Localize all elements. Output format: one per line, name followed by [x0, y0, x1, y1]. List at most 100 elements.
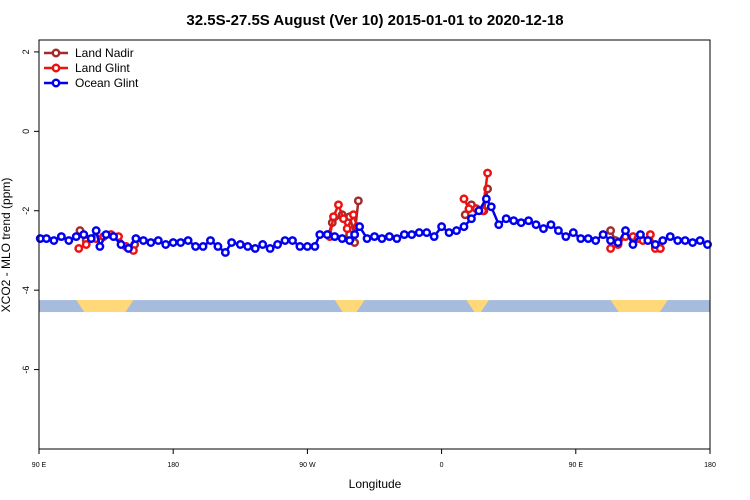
- data-point-ocean-glint: [613, 238, 623, 247]
- data-point-ocean-glint: [486, 202, 496, 212]
- data-point-land-glint: [459, 194, 469, 204]
- data-point-ocean-glint: [576, 234, 586, 243]
- data-point-ocean-glint: [459, 222, 469, 232]
- land-segment: [610, 300, 668, 313]
- data-point-ocean-glint: [131, 234, 141, 243]
- y-axis: 2 0 -2 -4 -6: [21, 49, 39, 374]
- plot-frame: [38, 39, 711, 450]
- data-point-ocean-glint: [250, 244, 260, 253]
- data-point-ocean-glint: [345, 236, 355, 245]
- data-point-ocean-glint: [643, 236, 653, 245]
- data-point-ocean-glint: [330, 232, 340, 242]
- data-point-ocean-glint: [161, 240, 171, 249]
- data-point-ocean-glint: [227, 238, 237, 247]
- data-point-land-glint: [329, 212, 338, 222]
- data-point-ocean-glint: [688, 238, 698, 247]
- data-point-ocean-glint: [665, 232, 675, 242]
- data-point-ocean-glint: [350, 230, 360, 240]
- y-axis-label: XCO2 - MLO trend (ppm): [0, 178, 13, 313]
- data-point-ocean-glint: [243, 242, 253, 251]
- data-point-ocean-glint: [109, 232, 119, 242]
- data-point-land-glint: [348, 210, 358, 220]
- data-point-ocean-glint: [407, 230, 417, 240]
- data-point-land-glint: [334, 200, 343, 210]
- x-axis-label: Longitude: [349, 477, 402, 491]
- data-point-ocean-glint: [206, 236, 215, 245]
- x-tick-label: 90 E: [569, 462, 584, 469]
- data-point-ocean-glint: [176, 238, 186, 247]
- data-point-ocean-glint: [414, 228, 424, 238]
- data-point-ocean-glint: [452, 226, 461, 236]
- data-point-ocean-glint: [265, 244, 275, 253]
- data-point-ocean-glint: [531, 220, 541, 230]
- legend-marker-land-nadir: [51, 48, 61, 58]
- data-point-ocean-glint: [86, 234, 96, 243]
- data-point-ocean-glint: [295, 242, 305, 251]
- data-point-ocean-glint: [362, 234, 372, 243]
- data-point-ocean-glint: [606, 236, 616, 245]
- data-point-ocean-glint: [561, 232, 571, 242]
- data-point-land-glint: [74, 244, 84, 253]
- data-point-ocean-glint: [509, 216, 519, 226]
- data-point-ocean-glint: [591, 236, 601, 245]
- y-tick-label: -4: [21, 286, 31, 294]
- data-point-ocean-glint: [377, 234, 387, 243]
- data-point-ocean-glint: [501, 214, 511, 224]
- data-point-ocean-glint: [437, 222, 447, 232]
- land-segment: [334, 300, 365, 313]
- data-point-ocean-glint: [474, 206, 484, 216]
- data-point-land-nadir: [460, 210, 470, 220]
- data-point-ocean-glint: [56, 232, 66, 242]
- series-line-ocean-glint: [40, 196, 709, 255]
- data-point-ocean-glint: [429, 232, 439, 242]
- data-point-ocean-glint: [680, 236, 690, 245]
- data-point-ocean-glint: [635, 230, 645, 240]
- legend-label-ocean-glint: Ocean Glint: [75, 76, 139, 90]
- data-point-ocean-glint: [422, 228, 432, 238]
- data-point-land-glint: [606, 244, 616, 253]
- data-point-ocean-glint: [546, 220, 556, 230]
- data-point-ocean-glint: [310, 242, 320, 251]
- data-point-ocean-glint: [568, 228, 578, 238]
- data-point-ocean-glint: [621, 226, 630, 236]
- y-tick-label: -6: [21, 366, 31, 374]
- data-point-ocean-glint: [466, 214, 476, 224]
- data-point-ocean-glint: [444, 228, 454, 238]
- data-point-ocean-glint: [399, 230, 409, 240]
- data-point-ocean-glint: [42, 234, 51, 243]
- data-point-ocean-glint: [280, 236, 290, 245]
- data-point-ocean-glint: [220, 247, 230, 257]
- data-point-ocean-glint: [258, 240, 268, 249]
- data-point-ocean-glint: [213, 242, 223, 251]
- y-tick-label: -2: [21, 207, 31, 215]
- data-point-ocean-glint: [235, 240, 245, 249]
- x-tick-label: 0: [440, 462, 444, 469]
- data-point-ocean-glint: [124, 244, 133, 253]
- data-point-ocean-glint: [516, 218, 526, 228]
- land-segment: [76, 300, 134, 313]
- data-point-ocean-glint: [703, 240, 712, 249]
- data-point-ocean-glint: [322, 230, 332, 240]
- legend-label-land-nadir: Land Nadir: [75, 46, 134, 60]
- data-point-ocean-glint: [355, 222, 365, 232]
- data-point-land-glint: [483, 168, 493, 178]
- data-point-ocean-glint: [315, 230, 325, 240]
- data-point-ocean-glint: [539, 224, 548, 234]
- data-point-ocean-glint: [116, 240, 126, 249]
- data-point-ocean-glint: [64, 236, 74, 245]
- data-point-ocean-glint: [153, 236, 163, 245]
- data-point-ocean-glint: [524, 216, 534, 226]
- x-tick-label: 90 E: [32, 462, 47, 469]
- data-point-ocean-glint: [79, 230, 89, 240]
- series-layer: [35, 168, 712, 257]
- data-point-ocean-glint: [370, 232, 379, 242]
- data-point-ocean-glint: [494, 220, 504, 230]
- data-point-land-nadir: [353, 196, 363, 206]
- data-point-ocean-glint: [183, 236, 193, 245]
- x-tick-label: 180: [704, 462, 716, 469]
- data-point-land-glint: [342, 224, 352, 234]
- data-point-ocean-glint: [598, 230, 608, 240]
- data-point-ocean-glint: [337, 234, 347, 243]
